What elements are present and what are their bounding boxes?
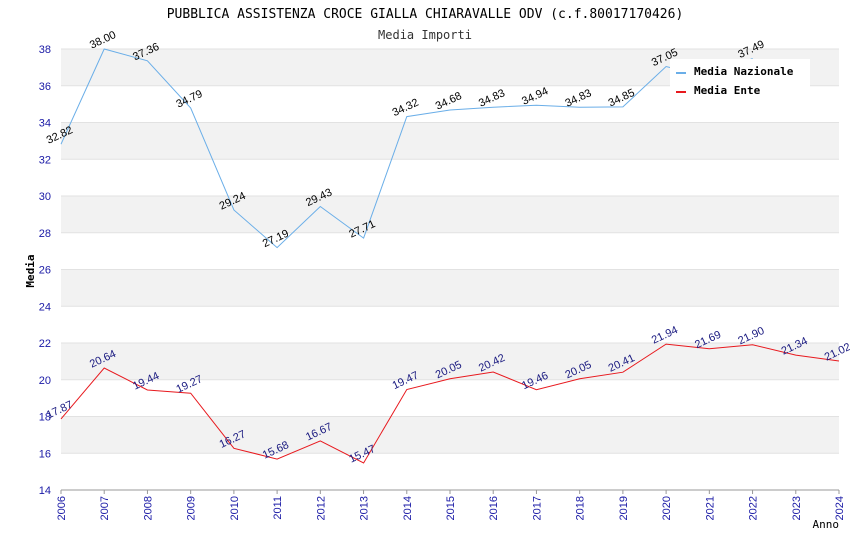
y-tick-label: 16 bbox=[39, 448, 51, 460]
y-tick-label: 38 bbox=[39, 44, 51, 56]
x-tick-label: 2024 bbox=[834, 496, 846, 520]
x-tick-label: 2010 bbox=[229, 496, 241, 520]
x-tick-label: 2007 bbox=[99, 496, 111, 520]
x-tick-label: 2018 bbox=[575, 496, 587, 520]
plot-band bbox=[61, 306, 839, 343]
chart-subtitle: Media Importi bbox=[378, 28, 472, 42]
y-tick-label: 24 bbox=[39, 301, 51, 313]
y-tick-label: 32 bbox=[39, 154, 51, 166]
x-tick-label: 2015 bbox=[445, 496, 457, 520]
plot-band bbox=[61, 196, 839, 233]
y-tick-label: 30 bbox=[39, 191, 51, 203]
series-line bbox=[60, 48, 753, 249]
y-tick-label: 22 bbox=[39, 338, 51, 350]
y-tick-labels: 14 16 18 20 22 24 26 28 30 32 34 36 38 bbox=[39, 44, 51, 497]
legend-label-ente: Media Ente bbox=[694, 84, 761, 97]
x-tick-label: 2012 bbox=[315, 496, 327, 520]
plot-band bbox=[61, 416, 839, 454]
plot-band bbox=[61, 122, 839, 160]
y-tick-label: 18 bbox=[39, 412, 51, 424]
x-tick-labels: 2006 2007 2008 2009 2010 2011 2012 2013 2014 2015… bbox=[56, 490, 846, 520]
legend-box bbox=[670, 59, 810, 101]
legend: Media Nazionale Media Ente bbox=[670, 59, 810, 101]
plot-band bbox=[61, 379, 839, 417]
y-tick-label: 14 bbox=[39, 485, 51, 497]
x-tick-label: 2006 bbox=[56, 496, 68, 520]
data-label: 38.00 bbox=[88, 29, 118, 52]
x-axis-label: Anno bbox=[813, 518, 840, 531]
legend-label-naz: Media Nazionale bbox=[694, 65, 794, 78]
plot-band bbox=[61, 232, 839, 270]
x-tick-label: 2014 bbox=[402, 496, 414, 520]
series-lines bbox=[60, 48, 840, 464]
y-tick-label: 26 bbox=[39, 265, 51, 277]
plot-band bbox=[61, 453, 839, 490]
y-tick-label: 20 bbox=[39, 375, 51, 387]
y-tick-label: 36 bbox=[39, 81, 51, 93]
y-axis-label: Media bbox=[24, 254, 37, 287]
x-tick-label: 2023 bbox=[791, 496, 803, 520]
plot-band bbox=[61, 269, 839, 307]
x-tick-label: 2020 bbox=[661, 496, 673, 520]
x-tick-label: 2021 bbox=[704, 496, 716, 520]
x-tick-label: 2022 bbox=[748, 496, 760, 520]
y-tick-label: 28 bbox=[39, 228, 51, 240]
plot-band bbox=[61, 159, 839, 196]
x-tick-label: 2019 bbox=[618, 496, 630, 520]
series-line bbox=[60, 343, 840, 464]
x-tick-label: 2016 bbox=[488, 496, 500, 520]
chart-title: PUBBLICA ASSISTENZA CROCE GIALLA CHIARAV… bbox=[167, 7, 684, 22]
x-tick-label: 2017 bbox=[531, 496, 543, 520]
x-tick-label: 2011 bbox=[272, 496, 284, 520]
y-tick-label: 34 bbox=[39, 118, 51, 130]
x-tick-label: 2008 bbox=[142, 496, 154, 520]
x-tick-label: 2009 bbox=[186, 496, 198, 520]
x-tick-label: 2013 bbox=[359, 496, 371, 520]
